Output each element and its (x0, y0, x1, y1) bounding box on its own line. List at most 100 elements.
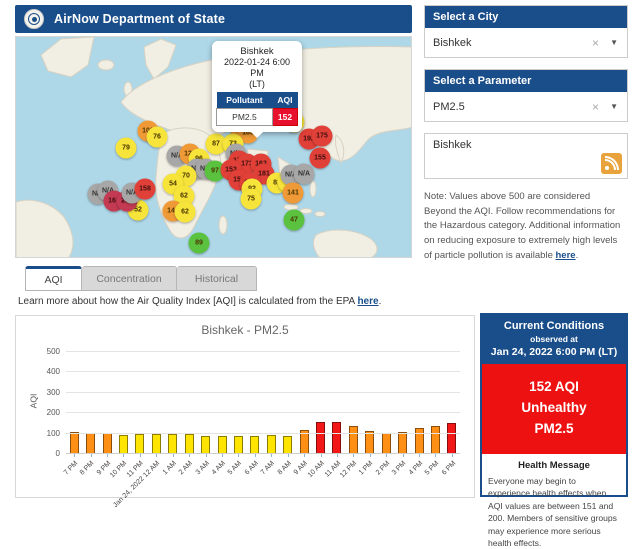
chart-bar[interactable] (168, 434, 178, 454)
current-aqi-category: Unhealthy (521, 399, 587, 415)
note-text: Note: Values above 500 are considered Be… (424, 191, 621, 261)
chart-bar[interactable] (430, 426, 440, 454)
app-title: AirNow Department of State (54, 12, 226, 26)
app-header: AirNow Department of State (15, 5, 412, 33)
gridline (66, 351, 460, 352)
city-select-value: Bishkek (433, 36, 472, 49)
x-tick-label: 6 AM (243, 460, 260, 477)
chart-bar[interactable] (316, 421, 326, 454)
aqi-marker[interactable]: 141 (282, 182, 304, 204)
y-tick-label: 500 (46, 347, 60, 356)
chart-bar[interactable] (217, 435, 227, 454)
x-tick-label: 1 AM (161, 460, 178, 477)
parameter-select-value: PM2.5 (433, 100, 465, 113)
chart-bar[interactable] (184, 434, 194, 454)
feed-box: Bishkek (424, 133, 628, 179)
city-caret-icon[interactable]: ▼ (610, 38, 618, 47)
tab-concentration[interactable]: Concentration (82, 266, 177, 291)
chart-bar[interactable] (118, 434, 128, 454)
current-aqi-value: 152 AQI (529, 379, 579, 394)
y-tick-label: 400 (46, 367, 60, 377)
chart-plot: AQI 7 PM 8 PM 9 PM 10 PM 11 PM Jan 24, 2022 1… (28, 347, 460, 509)
popup-timezone: (LT) (249, 78, 265, 89)
aqi-marker[interactable]: 87 (205, 133, 227, 155)
chart-bar[interactable] (102, 433, 112, 454)
feed-city-label: Bishkek (433, 139, 472, 151)
chart-bar[interactable] (69, 432, 79, 454)
popup-table: Pollutant AQI PM2.5 152 (216, 92, 299, 127)
city-select[interactable]: Bishkek × ▼ (425, 28, 627, 57)
map-popup: Bishkek 2022-01-24 6:00 PM (LT) Pollutan… (212, 41, 302, 139)
chart-x-labels: 7 PM 8 PM 9 PM 10 PM 11 PM Jan 24, 2022 12 AM… (62, 454, 460, 509)
aqi-note: Note: Values above 500 are considered Be… (424, 190, 628, 264)
chart-bar[interactable] (348, 426, 358, 454)
x-tick-label: 7 AM (260, 460, 277, 477)
x-tick-label: 4 AM (210, 460, 227, 477)
chart-bar[interactable] (447, 423, 457, 454)
health-message-title: Health Message (518, 459, 590, 471)
city-panel-title: Select a City (425, 6, 627, 28)
popup-datetime: 2022-01-24 6:00 PM (223, 57, 291, 78)
x-tick-label: 6 PM (440, 460, 457, 477)
view-tabs: AQI Concentration Historical (25, 266, 257, 291)
chart-bar[interactable] (299, 430, 309, 454)
chart-bar[interactable] (365, 430, 375, 454)
current-aqi-block: 152 AQI Unhealthy PM2.5 (482, 364, 626, 454)
tab-historical[interactable]: Historical (177, 266, 257, 291)
aqi-marker[interactable]: 97 (204, 160, 226, 182)
city-select-panel: Select a City Bishkek × ▼ (424, 5, 628, 58)
popup-col-pollutant: Pollutant (216, 92, 273, 109)
chart-bar[interactable] (86, 432, 96, 454)
note-link[interactable]: here (555, 249, 576, 261)
chart-bar[interactable] (381, 433, 391, 454)
tab-aqi[interactable]: AQI (25, 266, 82, 291)
parameter-select-panel: Select a Parameter PM2.5 × ▼ (424, 69, 628, 122)
popup-pollutant-value: PM2.5 (216, 108, 273, 127)
aqi-map[interactable]: 1027679N/A12496N/AN/A97877054621466252N/… (15, 36, 412, 258)
aqi-marker[interactable]: 155 (309, 147, 331, 169)
aqi-marker[interactable]: N/A (293, 163, 315, 185)
x-tick-label: 3 PM (391, 460, 408, 477)
observed-time: Jan 24, 2022 6:00 PM (LT) (490, 346, 618, 358)
chart-bar[interactable] (151, 434, 161, 454)
sidebar: Select a City Bishkek × ▼ Select a Param… (424, 5, 628, 264)
chart-bar[interactable] (398, 431, 408, 454)
aqi-marker[interactable]: 79 (115, 137, 137, 159)
chart-bar[interactable] (250, 435, 260, 454)
y-tick-label: 100 (46, 428, 60, 438)
aqi-marker[interactable]: 175 (311, 125, 333, 147)
popup-city: Bishkek (240, 46, 274, 57)
chart-bar[interactable] (135, 434, 145, 454)
aqi-marker[interactable]: 89 (188, 232, 210, 254)
chart-bars (66, 352, 460, 454)
observed-at-label: observed at (530, 334, 578, 344)
popup-col-aqi: AQI (272, 92, 298, 109)
aqi-marker[interactable]: 62 (174, 201, 196, 223)
aqi-marker[interactable]: 158 (134, 178, 156, 200)
aqi-marker[interactable]: 76 (146, 126, 168, 148)
aqi-marker[interactable]: 47 (283, 209, 305, 231)
x-tick-label: 2 PM (374, 460, 392, 477)
x-tick-label: 4 PM (407, 460, 425, 477)
x-tick-label: 7 PM (62, 460, 80, 477)
parameter-caret-icon[interactable]: ▼ (610, 102, 618, 111)
learn-more-text: Learn more about how the Air Quality Ind… (18, 296, 381, 307)
y-tick-label: 300 (46, 387, 60, 397)
chart-bar[interactable] (233, 436, 243, 454)
city-clear-icon[interactable]: × (591, 35, 599, 50)
chart-bar[interactable] (332, 422, 342, 454)
rss-icon[interactable] (601, 153, 622, 174)
chart-bar[interactable] (283, 436, 293, 454)
parameter-select[interactable]: PM2.5 × ▼ (425, 92, 627, 121)
note-suffix: . (575, 249, 579, 261)
aqi-marker[interactable]: 75 (240, 188, 262, 210)
gridline (66, 371, 460, 373)
chart-bar[interactable] (201, 436, 211, 454)
learn-more-link[interactable]: here (357, 296, 379, 307)
state-dept-seal-icon (24, 9, 44, 29)
chart-y-axis-label: AQI (28, 393, 39, 409)
current-conditions-panel: Current Conditions observed at Jan 24, 2… (480, 313, 628, 548)
learn-more-suffix: . (378, 296, 382, 307)
chart-bar[interactable] (266, 435, 276, 454)
parameter-clear-icon[interactable]: × (591, 99, 599, 114)
